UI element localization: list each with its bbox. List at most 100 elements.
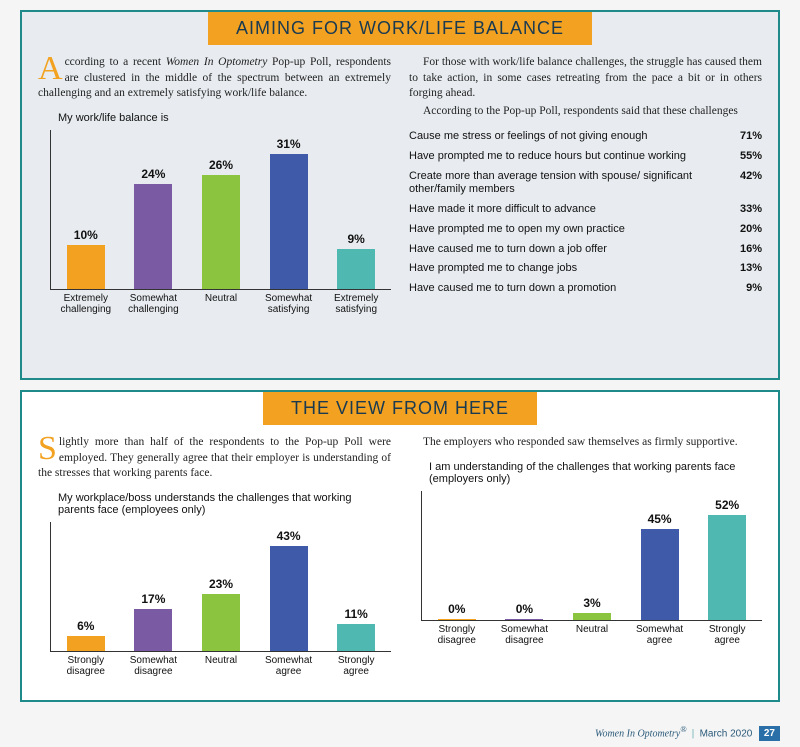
bar-value: 0% — [448, 602, 465, 616]
stat-pct: 16% — [728, 243, 762, 257]
stat-row: Cause me stress or feelings of not givin… — [409, 127, 762, 147]
bar-group: 31%Somewhat satisfying — [258, 137, 320, 289]
ital: Women In Optometry — [166, 56, 268, 68]
bar-value: 0% — [516, 602, 533, 616]
stat-pct: 20% — [728, 223, 762, 237]
panel-title: AIMING FOR WORK/LIFE BALANCE — [208, 12, 592, 45]
bar-value: 10% — [74, 228, 98, 242]
bar-value: 45% — [648, 512, 672, 526]
stat-label: Have prompted me to open my own practice — [409, 223, 718, 237]
bar-group: 52%Strongly agree — [696, 498, 758, 620]
chart-title: My workplace/boss understands the challe… — [58, 492, 391, 516]
left-column: A ccording to a recent Women In Optometr… — [38, 55, 391, 324]
bar-group: 26%Neutral — [190, 158, 252, 288]
bar — [202, 175, 240, 288]
bar — [337, 624, 375, 651]
panel-worklife: AIMING FOR WORK/LIFE BALANCE A ccording … — [20, 10, 780, 380]
bar — [67, 245, 105, 289]
bar-group: 17%Somewhat disagree — [123, 592, 185, 651]
bar — [270, 546, 308, 651]
bar — [641, 529, 679, 620]
right-p2: According to the Pop-up Poll, respondent… — [409, 104, 762, 120]
bar-group: 0%Somewhat disagree — [494, 602, 556, 620]
bar-group: 6%Strongly disagree — [55, 619, 117, 651]
separator-icon: | — [692, 728, 694, 739]
bar-label: Neutral — [189, 293, 253, 304]
stat-row: Have prompted me to change jobs13% — [409, 259, 762, 279]
bar-value: 31% — [277, 137, 301, 151]
bar-group: 0%Strongly disagree — [426, 602, 488, 620]
stat-label: Cause me stress or feelings of not givin… — [409, 130, 718, 144]
bar — [202, 594, 240, 650]
stat-label: Have prompted me to reduce hours but con… — [409, 150, 718, 164]
bar-chart-employees: 6%Strongly disagree17%Somewhat disagree2… — [50, 522, 391, 652]
bar-label: Somewhat agree — [628, 624, 692, 646]
stat-label: Have made it more difficult to advance — [409, 203, 718, 217]
footer-brand: Women In Optometry — [595, 728, 680, 739]
bar-label: Strongly disagree — [54, 655, 118, 677]
bar-value: 52% — [715, 498, 739, 512]
stat-label: Create more than average tension with sp… — [409, 170, 718, 198]
bar — [573, 613, 611, 619]
bar-group: 43%Somewhat agree — [258, 529, 320, 651]
intro-text: ccording to a recent Women In Optometry … — [38, 56, 391, 99]
bar-chart-worklife: 10%Extremely challenging24%Somewhat chal… — [50, 130, 391, 290]
bar-group: 3%Neutral — [561, 596, 623, 619]
bar-group: 23%Neutral — [190, 577, 252, 650]
stat-list: Cause me stress or feelings of not givin… — [409, 127, 762, 299]
bar — [134, 184, 172, 289]
panel-title: THE VIEW FROM HERE — [263, 392, 537, 425]
bar — [337, 249, 375, 288]
bar-label: Somewhat satisfying — [257, 293, 321, 315]
bar-group: 11%Strongly agree — [325, 607, 387, 651]
bar-value: 43% — [277, 529, 301, 543]
stat-pct: 33% — [728, 203, 762, 217]
stat-row: Have made it more difficult to advance 33… — [409, 200, 762, 220]
bar-label: Somewhat disagree — [492, 624, 556, 646]
dropcap: S — [38, 435, 59, 464]
bar-group: 10%Extremely challenging — [55, 228, 117, 289]
bar-value: 11% — [344, 607, 367, 621]
stat-row: Have caused me to turn down a job offer 1… — [409, 240, 762, 260]
bar-value: 3% — [583, 596, 600, 610]
bar-chart-employers: 0%Strongly disagree 0%Somewhat disagree 3%… — [421, 491, 762, 621]
stat-label: Have prompted me to change jobs — [409, 262, 718, 276]
bar-group: 9%Extremely satisfying — [325, 232, 387, 288]
bar-label: Extremely challenging — [54, 293, 118, 315]
bar-label: Somewhat disagree — [121, 655, 185, 677]
stat-row: Have prompted me to reduce hours but con… — [409, 147, 762, 167]
bar — [505, 619, 543, 620]
stat-row: Have caused me to turn down a promotion9… — [409, 279, 762, 299]
bar-label: Strongly agree — [324, 655, 388, 677]
chart-title: I am understanding of the challenges tha… — [429, 461, 762, 485]
right-body: The employers who responded saw themselv… — [409, 435, 762, 451]
page-footer: Women In Optometry® | March 2020 27 — [595, 725, 780, 741]
stat-pct: 71% — [728, 130, 762, 144]
bar-value: 24% — [141, 167, 165, 181]
bar — [438, 619, 476, 620]
footer-date: March 2020 — [700, 728, 753, 739]
dropcap: A — [38, 55, 65, 84]
stat-label: Have caused me to turn down a job offer — [409, 243, 718, 257]
stat-pct: 42% — [728, 170, 762, 198]
bar-label: Neutral — [189, 655, 253, 666]
bar-group: 45%Somewhat agree — [629, 512, 691, 620]
chart-title: My work/life balance is — [58, 112, 391, 124]
stat-label: Have caused me to turn down a promotion — [409, 282, 718, 296]
left-column: S lightly more than half of the responde… — [38, 435, 391, 686]
bar — [270, 154, 308, 289]
page-number: 27 — [759, 726, 780, 741]
stat-pct: 55% — [728, 150, 762, 164]
bar-value: 9% — [348, 232, 365, 246]
bar-value: 6% — [77, 619, 94, 633]
bar — [134, 609, 172, 651]
bar-group: 24%Somewhat challenging — [123, 167, 185, 289]
right-column: The employers who responded saw themselv… — [409, 435, 762, 686]
bar-label: Strongly disagree — [425, 624, 489, 646]
bar-label: Somewhat agree — [257, 655, 321, 677]
right-p1: For those with work/life balance challen… — [409, 55, 762, 102]
bar-label: Extremely satisfying — [324, 293, 388, 315]
right-column: For those with work/life balance challen… — [409, 55, 762, 324]
stat-row: Create more than average tension with sp… — [409, 167, 762, 201]
intro-paragraph: A ccording to a recent Women In Optometr… — [38, 55, 391, 102]
